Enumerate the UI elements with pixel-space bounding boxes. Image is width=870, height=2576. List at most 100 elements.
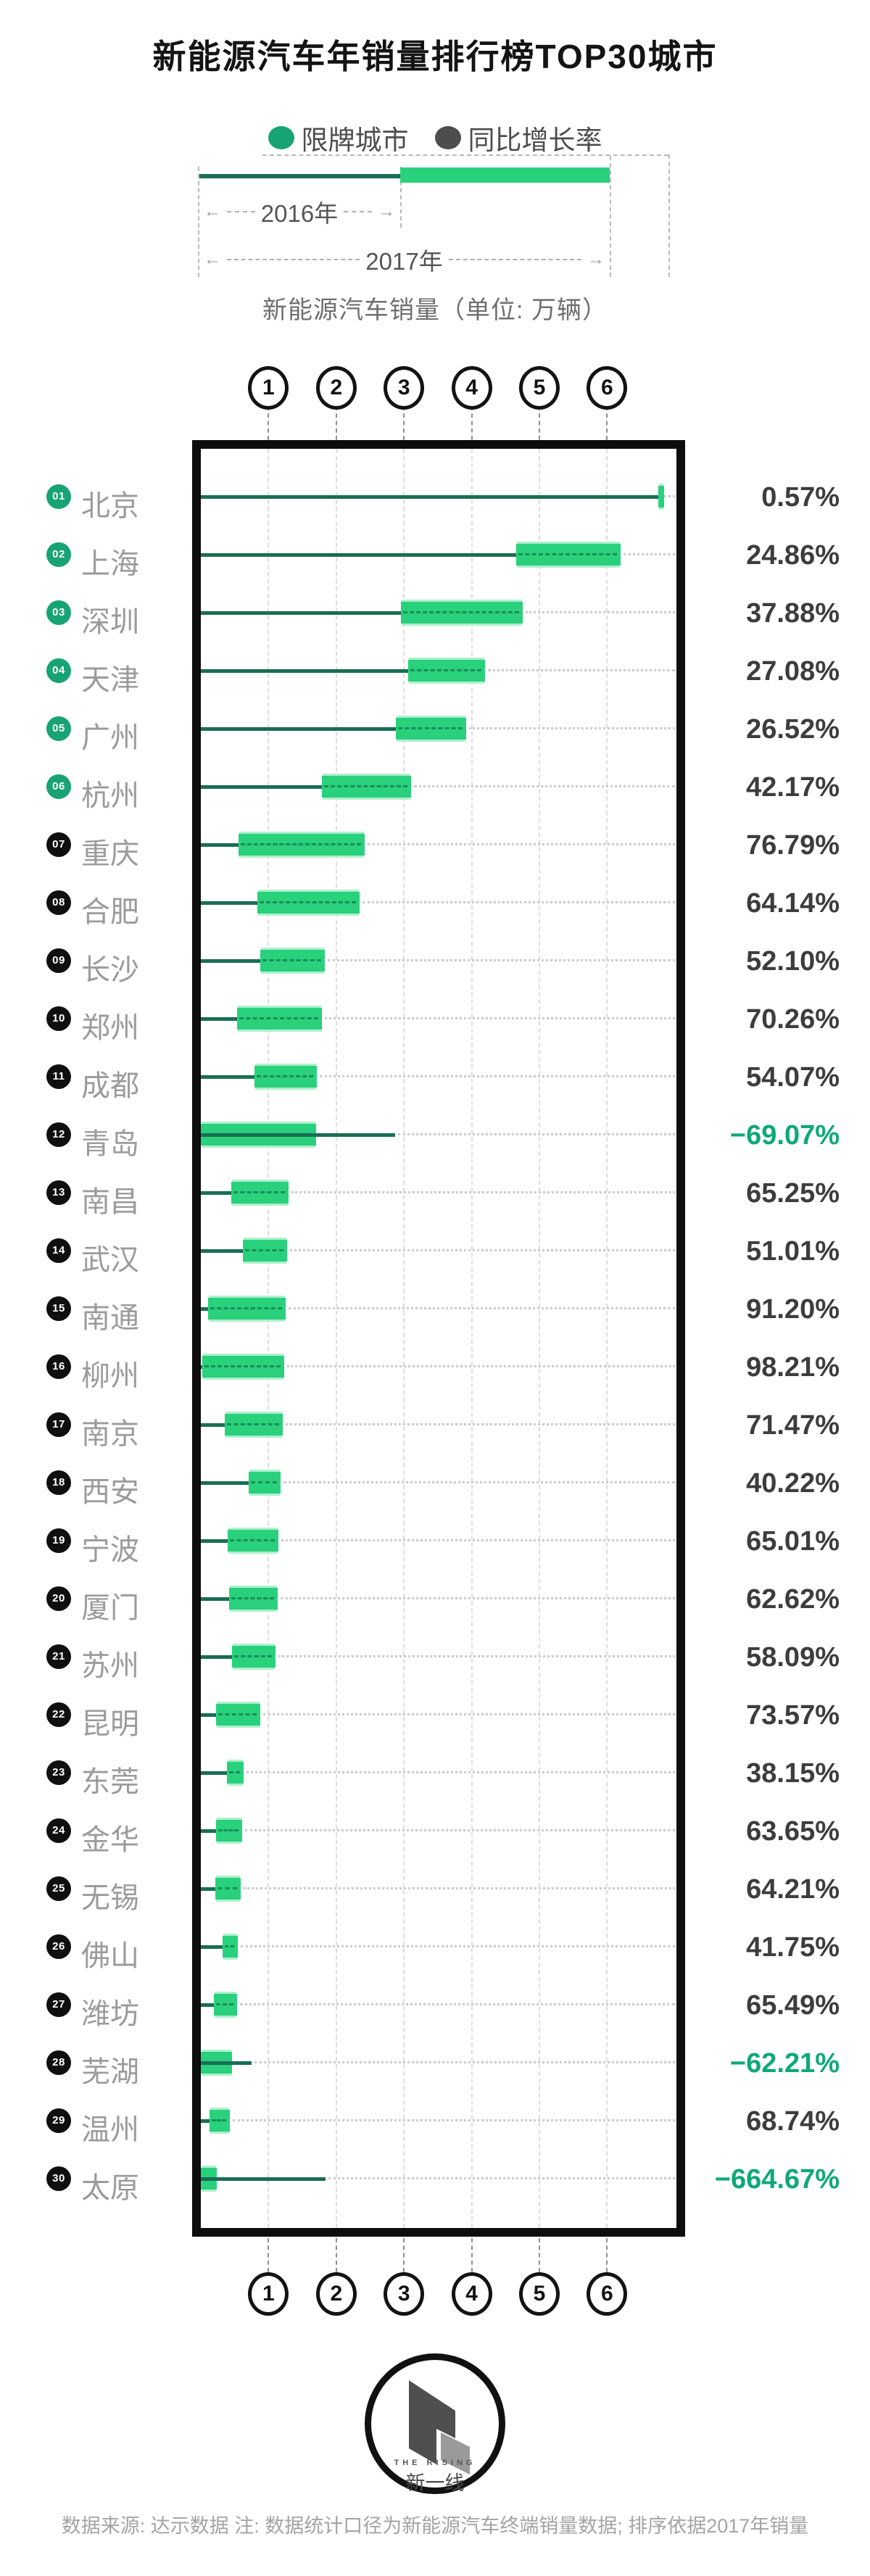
growth-label: 70.26% <box>746 1004 840 1035</box>
tick-connector-dash <box>268 2238 270 2272</box>
leader-dots <box>254 2061 675 2063</box>
leader-dots <box>241 1945 675 1947</box>
growth-label: −664.67% <box>714 2164 840 2195</box>
bar-inner-dash <box>244 1249 283 1251</box>
tick-connector-dash <box>606 2238 608 2272</box>
leader-dots <box>283 1481 675 1483</box>
sales-2016-line <box>201 784 323 789</box>
rank-badge: 18 <box>46 1470 71 1495</box>
growth-label: 51.01% <box>746 1236 840 1267</box>
city-label: 温州 <box>81 2114 139 2146</box>
city-label: 南通 <box>81 1302 139 1334</box>
sales-2016-line <box>201 1480 249 1485</box>
sales-2016-line <box>201 1538 228 1543</box>
bar-inner-dash <box>239 1017 319 1019</box>
rank-badge: 04 <box>46 658 71 683</box>
growth-label: 71.47% <box>746 1410 840 1441</box>
city-label: 柳州 <box>81 1360 139 1392</box>
bar-inner-dash <box>518 553 618 555</box>
axis-tick-5: 5 <box>519 366 560 410</box>
city-label: 南昌 <box>81 1186 139 1218</box>
sales-2016-line <box>201 1190 232 1195</box>
bar-inner-dash <box>324 785 407 787</box>
growth-label: 52.10% <box>746 946 840 977</box>
arrow-left-icon: ← <box>204 249 221 269</box>
chart-row: 08 合肥 64.14% <box>0 874 870 932</box>
legend-restricted-label: 限牌城市 <box>301 125 409 155</box>
chart-row: 23 东莞 38.15% <box>0 1744 870 1802</box>
city-label: 潍坊 <box>81 1998 139 2030</box>
sales-2016-line <box>201 1887 215 1891</box>
rank-badge: 25 <box>46 1876 71 1901</box>
explainer-box-top-edge <box>262 154 668 156</box>
leader-dots <box>280 1597 675 1599</box>
city-label: 苏州 <box>81 1650 139 1682</box>
rank-badge: 26 <box>46 1934 71 1959</box>
chart-row: 18 西安 40.22% <box>0 1454 870 1512</box>
bar-inner-dash <box>241 843 362 845</box>
sales-2016-line <box>201 610 401 615</box>
sales-2016-line <box>201 1829 216 1833</box>
leader-dots <box>319 1075 675 1077</box>
tick-connector-dash <box>403 2238 405 2272</box>
city-label: 佛山 <box>81 1940 139 1972</box>
rank-badge: 22 <box>46 1702 71 1727</box>
sales-2016-line <box>201 494 659 499</box>
growth-label: 98.21% <box>746 1352 840 1383</box>
axis-tick-4: 4 <box>451 2272 492 2316</box>
sample-2016-line <box>199 174 400 178</box>
bar-inner-dash <box>397 727 463 729</box>
footer-note: 数据来源: 达示数据 注: 数据统计口径为新能源汽车终端销量数据; 排序依据20… <box>61 2515 809 2537</box>
axis-tick-6: 6 <box>587 366 628 410</box>
sales-2016-line <box>201 1132 396 1137</box>
tick-connector-dash <box>471 406 473 440</box>
tick-connector-dash <box>539 2238 540 2272</box>
city-label: 武汉 <box>81 1244 139 1276</box>
chart-row: 29 温州 68.74% <box>0 2092 870 2150</box>
growth-label: 58.09% <box>746 1642 840 1673</box>
sales-2016-line <box>201 1016 237 1021</box>
page-title: 新能源汽车年销量排行榜TOP30城市 <box>152 38 718 75</box>
bar-inner-dash <box>262 959 321 961</box>
chart-row: 13 南昌 65.25% <box>0 1164 870 1222</box>
leader-dots <box>325 1017 675 1019</box>
bar-inner-dash <box>215 2003 234 2005</box>
growth-label: 65.49% <box>746 1990 840 2021</box>
growth-label: 0.57% <box>761 482 840 513</box>
growth-label: 38.15% <box>746 1758 840 1789</box>
leader-dots <box>327 959 675 961</box>
rank-badge: 29 <box>46 2108 71 2133</box>
legend: 限牌城市 同比增长率 <box>0 118 870 157</box>
explainer-2017-end-line <box>610 156 611 277</box>
sales-2016-line <box>201 668 408 673</box>
rank-badge: 30 <box>46 2166 71 2191</box>
axis-tick-6: 6 <box>587 2272 628 2316</box>
chart-row: 10 郑州 70.26% <box>0 990 870 1048</box>
growth-label: 91.20% <box>746 1294 840 1325</box>
city-label: 杭州 <box>81 780 139 812</box>
city-label: 无锡 <box>81 1882 139 1914</box>
explainer-box-right-edge <box>668 154 670 277</box>
rank-badge: 07 <box>46 832 71 857</box>
chart-row: 01 北京 0.57% <box>0 468 870 526</box>
sales-2017-bar <box>658 486 665 508</box>
city-label: 青岛 <box>81 1128 139 1160</box>
leader-dots <box>240 2003 675 2005</box>
city-label: 重庆 <box>81 838 139 870</box>
axis-tick-2: 2 <box>315 366 357 410</box>
bar-inner-dash <box>218 1829 239 1831</box>
sales-2016-line <box>201 1074 254 1079</box>
year-2016-label: 2016年 <box>260 200 339 227</box>
chart-row: 30 太原 −664.67% <box>0 2150 870 2208</box>
axis-tick-3: 3 <box>384 2272 425 2316</box>
explainer-2016-end-line <box>400 167 402 228</box>
sales-2016-line <box>201 2061 252 2065</box>
rank-badge: 12 <box>46 1122 71 1147</box>
sales-2016-line <box>201 958 261 963</box>
logo-text-cn: 新一线 <box>405 2472 465 2494</box>
bar-inner-dash <box>233 1191 286 1193</box>
bar-inner-dash <box>229 1771 240 1773</box>
leader-dots <box>281 1539 675 1541</box>
leader-dots <box>278 1655 675 1657</box>
leader-dots <box>291 1191 675 1193</box>
